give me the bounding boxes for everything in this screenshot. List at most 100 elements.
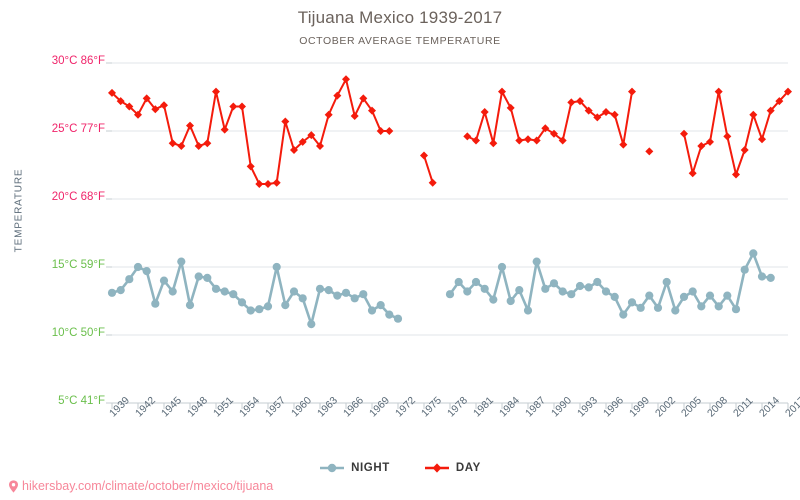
data-point[interactable] (220, 287, 229, 296)
data-point[interactable] (506, 296, 515, 306)
data-point[interactable] (281, 117, 290, 126)
data-point[interactable] (272, 262, 281, 272)
data-point[interactable] (324, 286, 333, 295)
data-point[interactable] (133, 262, 143, 272)
data-point[interactable] (601, 287, 611, 296)
data-point[interactable] (263, 302, 273, 311)
data-point[interactable] (645, 147, 654, 156)
data-point[interactable] (367, 306, 377, 315)
data-point[interactable] (289, 287, 299, 296)
data-point[interactable] (333, 91, 342, 100)
data-point[interactable] (151, 105, 160, 114)
data-point[interactable] (108, 88, 116, 97)
data-point[interactable] (229, 102, 238, 111)
data-point[interactable] (264, 180, 272, 188)
data-point[interactable] (463, 287, 472, 296)
data-point[interactable] (134, 110, 142, 119)
data-point[interactable] (368, 106, 376, 115)
data-point[interactable] (480, 108, 489, 116)
data-point[interactable] (359, 94, 368, 103)
data-point[interactable] (107, 288, 117, 297)
data-point[interactable] (203, 273, 212, 282)
data-point[interactable] (766, 273, 775, 282)
data-point[interactable] (749, 110, 758, 119)
data-point[interactable] (619, 140, 628, 149)
data-point[interactable] (541, 284, 550, 293)
data-point[interactable] (316, 142, 324, 150)
data-point[interactable] (627, 298, 637, 307)
data-point[interactable] (688, 287, 697, 296)
data-point[interactable] (593, 113, 602, 122)
data-point[interactable] (463, 132, 472, 141)
data-point[interactable] (731, 305, 741, 314)
source-footer[interactable]: hikersbay.com/climate/october/mexico/tij… (8, 479, 273, 493)
data-point[interactable] (194, 142, 203, 150)
data-point[interactable] (558, 287, 567, 296)
data-point[interactable] (662, 277, 671, 287)
data-point[interactable] (255, 180, 264, 188)
data-point[interactable] (584, 283, 593, 292)
data-point[interactable] (290, 146, 298, 154)
data-point[interactable] (541, 124, 550, 133)
data-point[interactable] (342, 75, 350, 84)
data-point[interactable] (203, 139, 212, 148)
data-point[interactable] (549, 279, 559, 288)
data-point[interactable] (220, 125, 229, 134)
data-point[interactable] (532, 257, 541, 266)
data-point[interactable] (775, 97, 784, 106)
data-point[interactable] (532, 136, 541, 145)
data-point[interactable] (619, 310, 628, 319)
data-point[interactable] (385, 127, 394, 135)
data-point[interactable] (246, 162, 255, 171)
data-point[interactable] (524, 135, 532, 144)
data-point[interactable] (472, 136, 480, 145)
legend-item-night[interactable]: NIGHT (319, 462, 390, 474)
data-point[interactable] (159, 276, 169, 285)
data-point[interactable] (177, 142, 186, 150)
data-point[interactable] (333, 291, 342, 300)
data-point[interactable] (324, 110, 333, 119)
data-point[interactable] (186, 121, 194, 130)
data-point[interactable] (706, 137, 714, 146)
data-point[interactable] (593, 277, 602, 287)
data-point[interactable] (653, 303, 663, 312)
data-point[interactable] (428, 178, 437, 187)
data-point[interactable] (506, 103, 515, 112)
data-point[interactable] (194, 272, 203, 281)
data-point[interactable] (298, 294, 307, 303)
data-point[interactable] (749, 249, 758, 258)
data-point[interactable] (125, 275, 134, 284)
data-point[interactable] (393, 314, 403, 323)
data-point[interactable] (125, 102, 134, 111)
data-point[interactable] (315, 284, 325, 293)
data-point[interactable] (385, 310, 394, 319)
data-point[interactable] (628, 87, 636, 96)
data-point[interactable] (168, 287, 177, 296)
data-point[interactable] (142, 94, 151, 103)
data-point[interactable] (272, 178, 281, 187)
data-point[interactable] (550, 129, 558, 138)
data-point[interactable] (714, 302, 723, 311)
data-point[interactable] (350, 294, 359, 303)
data-point[interactable] (281, 301, 290, 310)
data-point[interactable] (515, 286, 524, 295)
data-point[interactable] (567, 98, 576, 107)
data-point[interactable] (498, 87, 506, 96)
data-point[interactable] (757, 272, 767, 281)
data-point[interactable] (185, 301, 195, 310)
data-point[interactable] (576, 97, 584, 106)
data-point[interactable] (575, 281, 585, 291)
data-point[interactable] (740, 146, 749, 154)
data-point[interactable] (307, 320, 316, 329)
data-point[interactable] (489, 295, 498, 304)
data-point[interactable] (645, 291, 654, 300)
data-point[interactable] (671, 306, 680, 315)
data-point[interactable] (116, 286, 125, 295)
data-point[interactable] (376, 127, 385, 135)
data-point[interactable] (758, 135, 766, 144)
data-point[interactable] (558, 136, 567, 145)
data-point[interactable] (723, 291, 732, 300)
data-point[interactable] (636, 303, 645, 312)
data-point[interactable] (420, 151, 428, 160)
data-point[interactable] (168, 139, 177, 148)
